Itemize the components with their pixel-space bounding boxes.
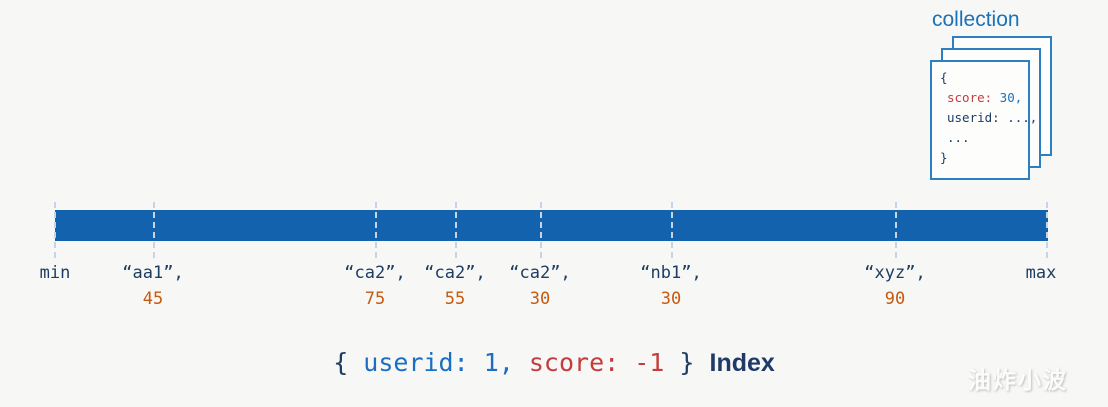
max-label: max [1025, 263, 1057, 283]
card-score-value: 30, [992, 90, 1023, 105]
tick-line [895, 202, 897, 258]
tick-line-min [54, 202, 56, 258]
tick-key-label: “aa1”, [122, 263, 184, 283]
tick-key-label: “ca2”, [344, 263, 406, 283]
tick-line [375, 202, 377, 258]
card-brace-close: } [940, 150, 948, 165]
formula-score-part: score: -1 [528, 348, 665, 377]
tick-value-label: 75 [364, 289, 386, 309]
formula-userid-part: userid: 1, [363, 348, 529, 377]
tick-key-label: “nb1”, [640, 263, 702, 283]
tick-value-label: 90 [884, 289, 906, 309]
card-brace-open: { [940, 70, 948, 85]
index-formula: { userid: 1, score: -1 } Index [0, 348, 1108, 378]
tick-line [455, 202, 457, 258]
watermark-text: 油炸小波 [968, 367, 1068, 393]
card-score-line: score: 30, [940, 88, 1023, 108]
min-label: min [39, 263, 71, 283]
tick-line-max [1046, 202, 1048, 258]
tick-value-label: 45 [142, 289, 164, 309]
formula-brace-close: } [664, 348, 710, 377]
formula-brace-open: { [333, 348, 364, 377]
tick-line [153, 202, 155, 258]
tick-line [540, 202, 542, 258]
formula-index-suffix: Index [709, 349, 775, 377]
tick-key-label: “xyz”, [864, 263, 926, 283]
tick-key-label: “ca2”, [509, 263, 571, 283]
card-score-key: score: [947, 90, 993, 105]
card-ellipsis-line: ... [947, 130, 970, 145]
tick-value-label: 30 [529, 289, 551, 309]
tick-line [671, 202, 673, 258]
collection-label: collection [932, 8, 1020, 31]
tick-value-label: 30 [660, 289, 682, 309]
card-userid-line: userid: ..., [947, 110, 1038, 125]
document-card-front: { score: 30, userid: ..., ... } [930, 60, 1038, 180]
index-range-bar [55, 210, 1048, 241]
tick-key-label: “ca2”, [424, 263, 486, 283]
tick-value-label: 55 [444, 289, 466, 309]
